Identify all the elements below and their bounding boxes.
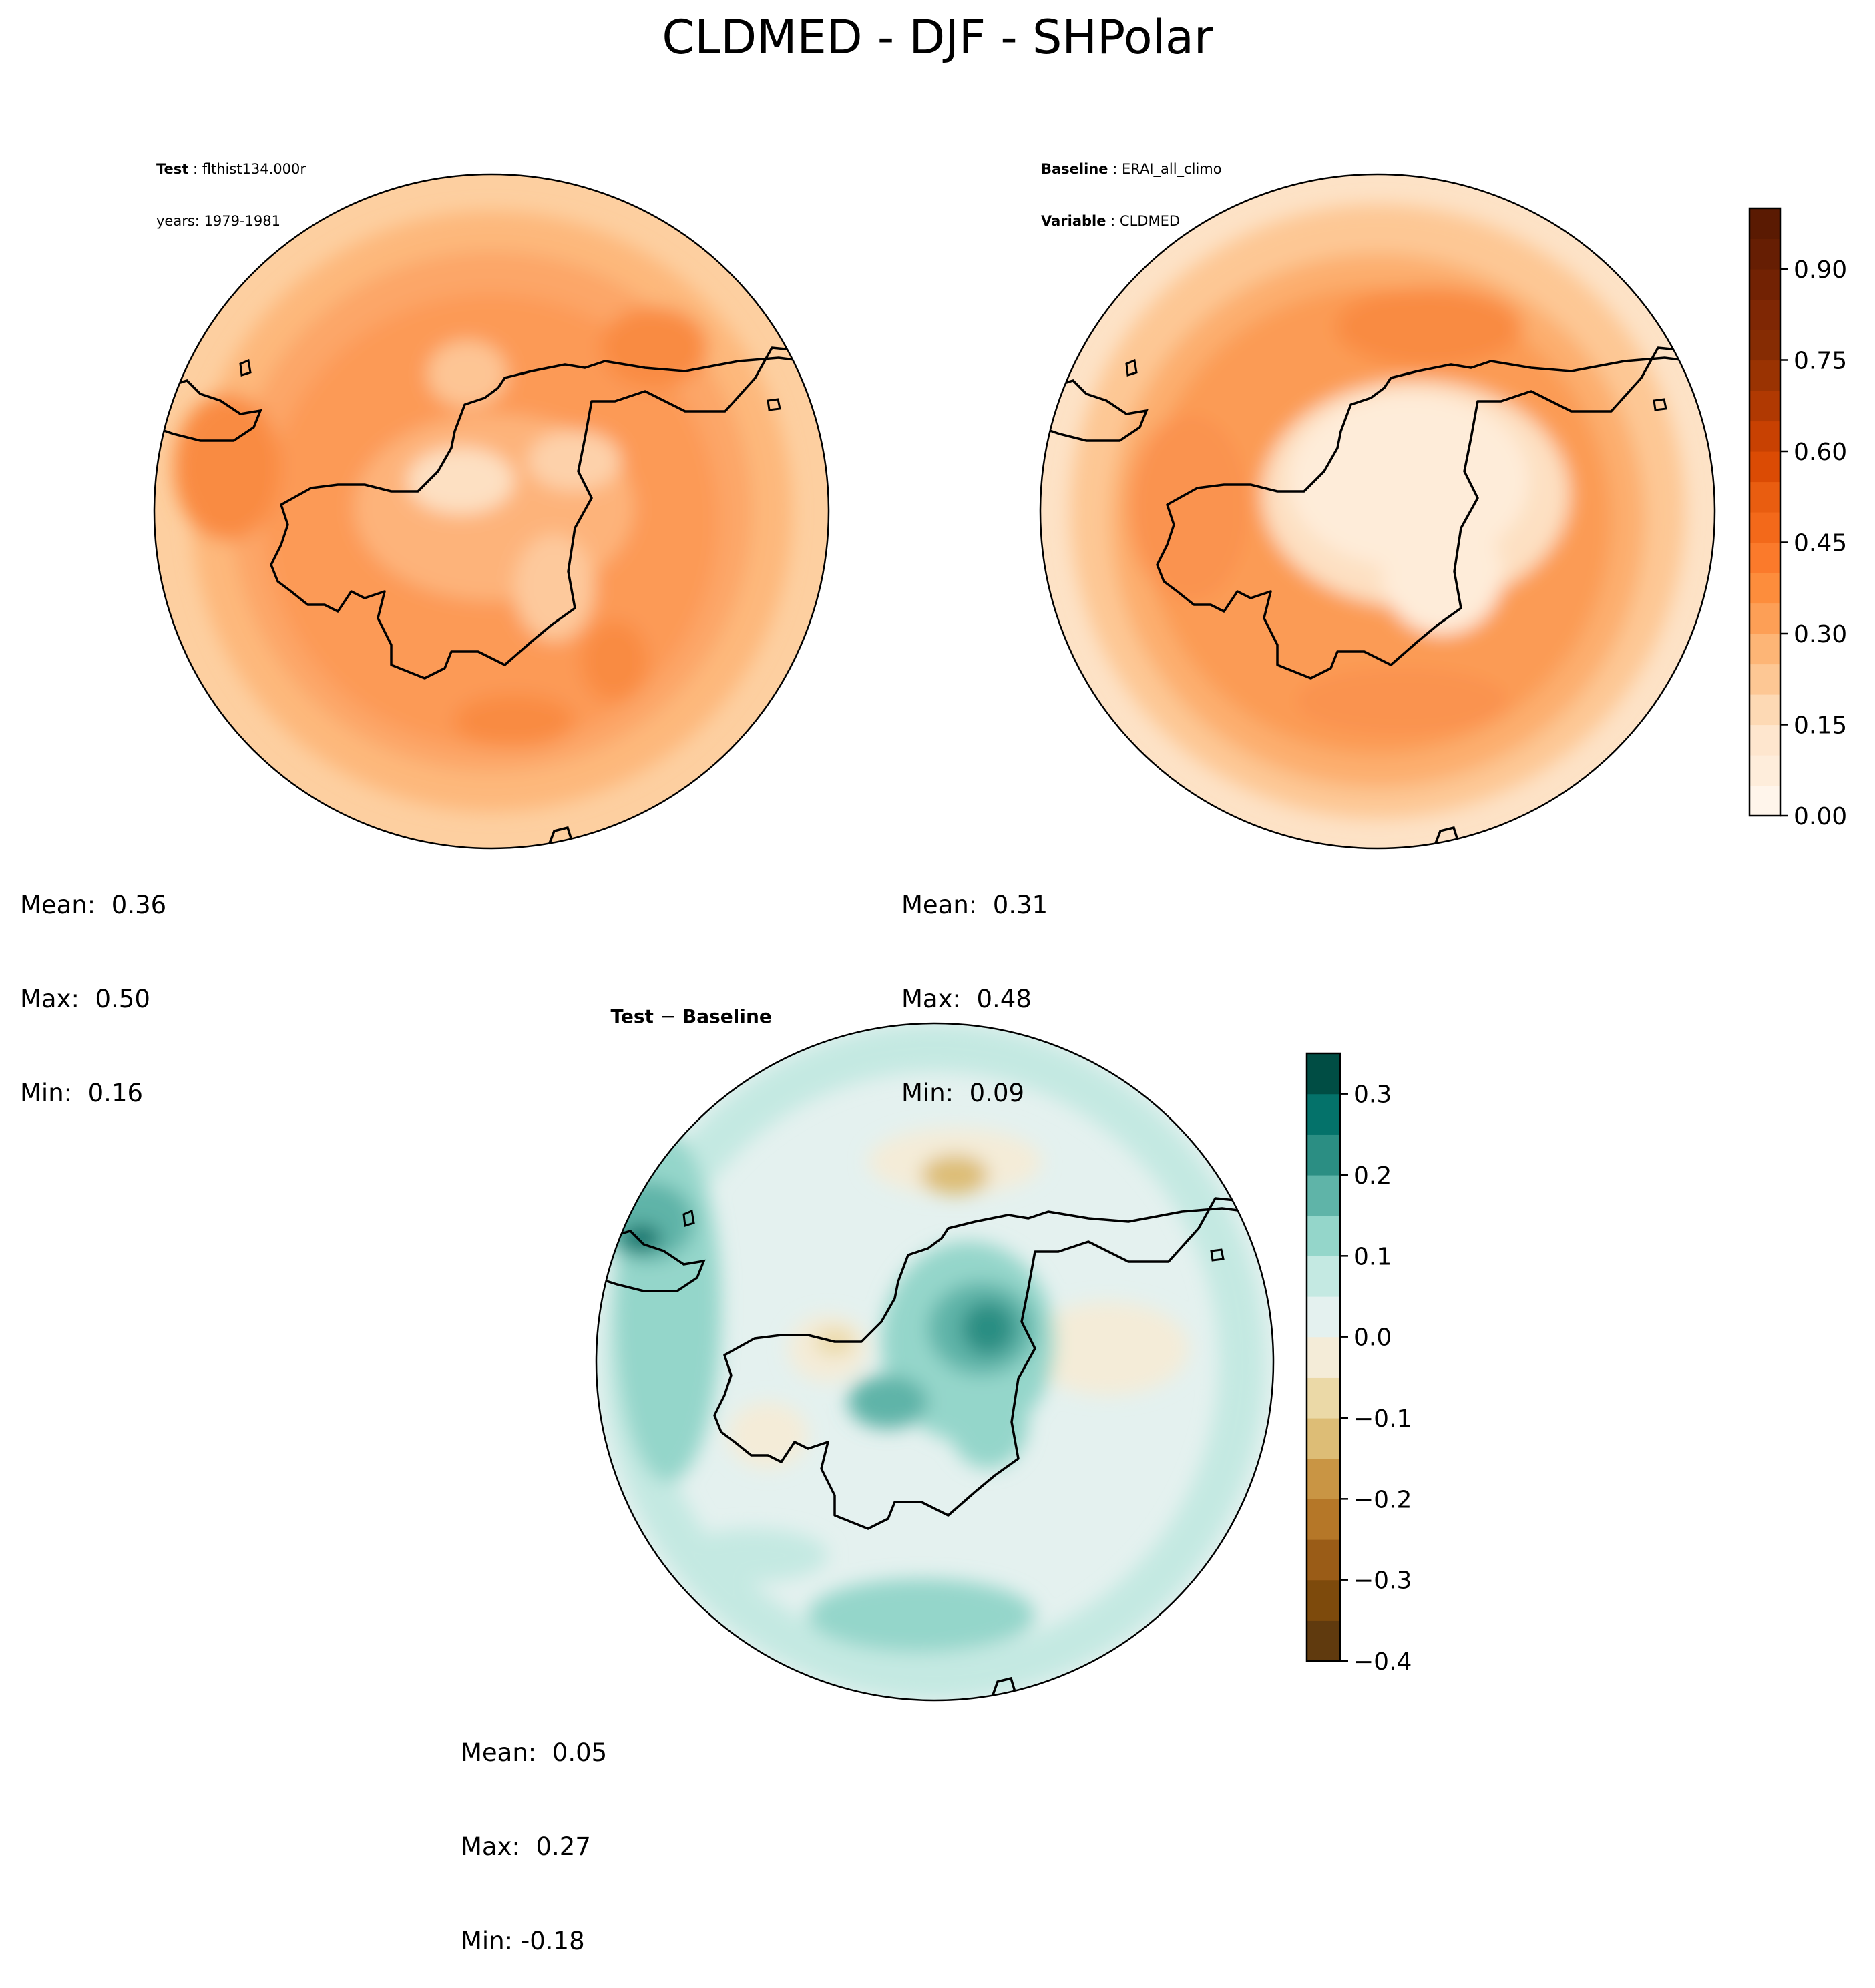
diff-panel [595,1022,1275,1702]
colorbar-cldmed-tick-label: 0.90 [1794,256,1847,284]
colorbar-diff-swatch [1307,1256,1340,1297]
colorbar-cldmed-swatch [1749,451,1780,483]
colorbar-diff-swatch [1307,1539,1340,1581]
test-mean: Mean: 0.36 [20,891,167,919]
colorbar-cldmed-swatch [1749,208,1780,240]
colorbar-diff-swatch [1307,1093,1340,1135]
colorbar-diff-frame [1305,1052,1341,1662]
baseline-header: Baseline : ERAI_all_climo Variable : CLD… [1041,161,1222,229]
colorbar-cldmed-swatch [1749,573,1780,604]
baseline-stats: Mean: 0.31 Max: 0.48 Min: 0.09 [901,826,1048,1140]
colorbar-cldmed-swatch [1749,330,1780,361]
diff-mean: Mean: 0.05 [461,1738,608,1767]
diff-header-right: Baseline [682,1005,772,1027]
colorbar-diff-swatch [1307,1053,1340,1095]
colorbar-cldmed: 0.00 0.15 0.30 0.45 0.60 0.75 0.90 [1748,207,1847,830]
colorbar-diff-swatch [1307,1175,1340,1216]
baseline-mean: Mean: 0.31 [901,891,1048,919]
colorbar-diff-swatch [1307,1458,1340,1499]
diff-min: Min: -0.18 [461,1927,585,1955]
test-header-label: Test [156,161,189,177]
colorbar-diff-swatch [1307,1336,1340,1378]
colorbar-diff-tick-label: −0.4 [1353,1648,1412,1676]
baseline-map-field [1040,174,1715,848]
colorbar-cldmed-swatch [1749,634,1780,665]
diff-map-border [595,1022,1275,1702]
colorbar-cldmed-swatch [1749,694,1780,726]
baseline-map-border [1039,173,1716,850]
figure-canvas: CLDMED - DJF - SHPolar [153,10,1847,1702]
colorbar-cldmed-swatch [1749,603,1780,634]
colorbar-diff-swatch [1307,1620,1340,1662]
colorbar-cldmed-swatch [1749,785,1780,816]
diff-max: Max: 0.27 [461,1832,591,1861]
colorbar-cldmed-swatch [1749,542,1780,573]
colorbar-diff-swatch [1307,1134,1340,1176]
baseline-header-value: ERAI_all_climo [1121,161,1222,177]
test-panel [153,173,830,850]
colorbar-diff-swatch [1307,1579,1340,1621]
test-map-field [154,174,829,848]
colorbar-diff-tick-label: −0.3 [1353,1567,1412,1595]
baseline-max: Max: 0.48 [901,985,1032,1013]
figure-title: CLDMED - DJF - SHPolar [662,10,1213,65]
colorbar-cldmed-tick-label: 0.15 [1794,712,1847,740]
diff-header-op: − [660,1005,676,1027]
diff-header: Test − Baseline [598,983,772,1028]
colorbar-cldmed-swatch [1749,512,1780,543]
diff-map-field [596,1023,1273,1700]
test-header-years: years: 1979-1981 [156,213,281,229]
colorbar-cldmed-swatch [1749,360,1780,391]
colorbar-diff-swatch [1307,1215,1340,1256]
test-stats: Mean: 0.36 Max: 0.50 Min: 0.16 [20,826,166,1140]
test-min: Min: 0.16 [20,1079,144,1107]
colorbar-diff-tick-label: 0.3 [1353,1081,1392,1109]
colorbar-diff-swatch [1307,1296,1340,1338]
test-header: Test : flthist134.000r years: 1979-1981 [156,161,306,229]
diff-stats: Mean: 0.05 Max: 0.27 Min: -0.18 [461,1674,607,1988]
colorbar-difference: −0.4 −0.3 −0.2 −0.1 0.0 0.1 0.2 0.3 [1305,1052,1412,1676]
colorbar-cldmed-frame [1748,207,1782,817]
colorbar-diff-tick-label: 0.0 [1353,1324,1392,1352]
colorbar-diff-swatch [1307,1499,1340,1540]
colorbar-diff-tick-label: −0.1 [1353,1405,1412,1433]
colorbar-diff-swatch [1307,1377,1340,1419]
colorbar-cldmed-tick-label: 0.30 [1794,621,1847,648]
baseline-min: Min: 0.09 [901,1079,1025,1107]
colorbar-cldmed-swatch [1749,269,1780,300]
colorbar-cldmed-swatch [1749,238,1780,270]
colorbar-cldmed-swatch [1749,755,1780,786]
colorbar-cldmed-tick-label: 0.00 [1794,803,1847,830]
colorbar-cldmed-swatch [1749,421,1780,452]
colorbar-diff-swatch [1307,1418,1340,1459]
test-header-value: flthist134.000r [202,161,306,177]
diff-header-left: Test [610,1005,654,1027]
colorbar-diff-tick-label: 0.2 [1353,1162,1392,1190]
colorbar-cldmed-swatch [1749,299,1780,330]
variable-header-label: Variable [1041,213,1106,229]
baseline-panel [1039,173,1716,850]
colorbar-cldmed-swatch [1749,391,1780,422]
test-max: Max: 0.50 [20,985,150,1013]
variable-header-value: CLDMED [1119,213,1181,229]
colorbar-cldmed-tick-label: 0.75 [1794,348,1847,375]
colorbar-cldmed-swatch [1749,664,1780,695]
colorbar-cldmed-tick-label: 0.45 [1794,530,1847,557]
test-map-border [153,173,830,850]
baseline-header-label: Baseline [1041,161,1108,177]
colorbar-diff-tick-label: −0.2 [1353,1486,1412,1513]
colorbar-cldmed-swatch [1749,724,1780,756]
colorbar-cldmed-swatch [1749,481,1780,513]
colorbar-diff-tick-label: 0.1 [1353,1243,1392,1270]
colorbar-cldmed-tick-label: 0.60 [1794,439,1847,466]
